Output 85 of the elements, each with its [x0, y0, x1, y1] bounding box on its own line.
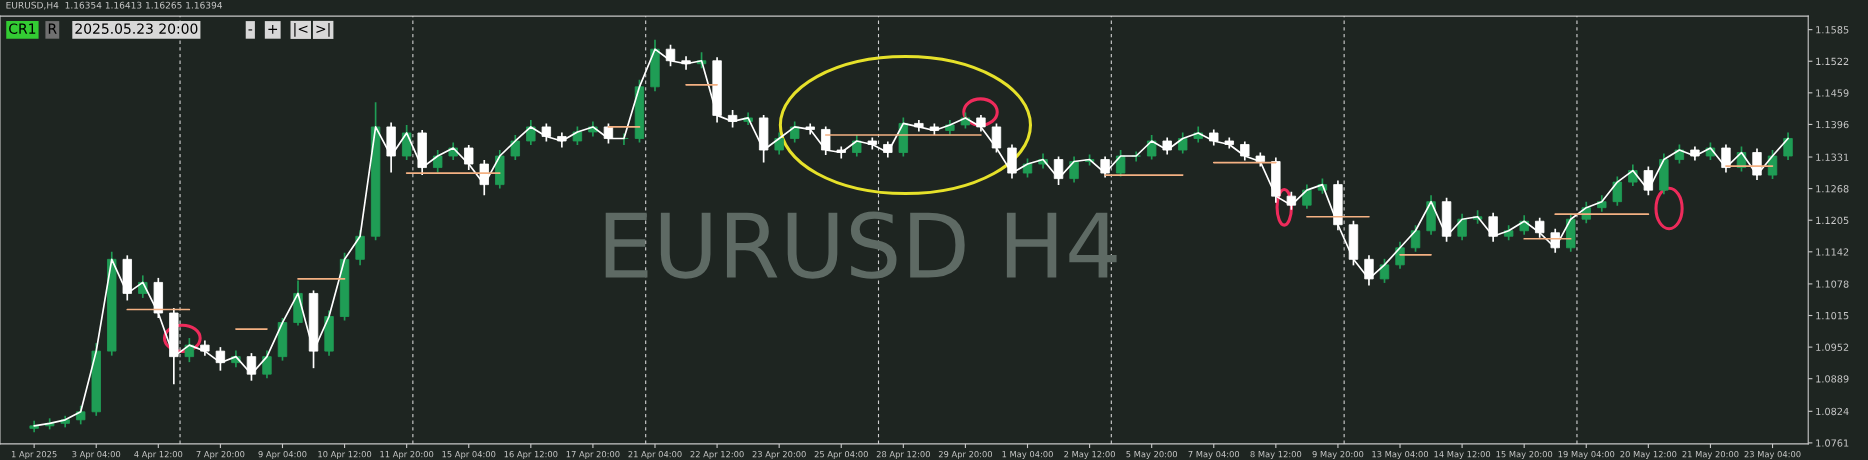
x-tick-label: 9 Apr 04:00 — [258, 450, 307, 459]
candlestick — [1302, 183, 1312, 210]
x-tick-label: 2 May 12:00 — [1064, 450, 1115, 459]
candlestick — [1100, 155, 1110, 179]
x-tick-label: 29 Apr 20:00 — [938, 450, 993, 459]
candlestick — [1115, 149, 1126, 178]
y-tick-label: 1.1585 — [1816, 26, 1849, 34]
x-tick-label: 8 May 12:00 — [1250, 450, 1302, 459]
candlestick — [1721, 143, 1731, 174]
x-tick-label: 21 Apr 04:00 — [628, 450, 682, 459]
candlestick — [215, 346, 226, 372]
candlestick — [1178, 131, 1188, 155]
candlestick — [1535, 216, 1545, 239]
candlestick — [572, 125, 583, 146]
candlestick — [262, 349, 272, 380]
x-tick-label: 23 May 04:00 — [1744, 450, 1801, 459]
candlestick — [991, 122, 1002, 154]
y-tick-label: 1.1078 — [1816, 280, 1849, 288]
candlestick — [790, 120, 800, 144]
x-tick-label: 7 Apr 20:00 — [196, 450, 245, 459]
annotation: 2025.05.23 20:00 — [75, 23, 198, 34]
text: EURUSD,H4 1.16354 1.16413 1.16265 1.16394 — [6, 1, 223, 10]
x-tick-label: 15 Apr 04:00 — [442, 450, 496, 459]
candlestick — [1240, 140, 1250, 162]
y-tick-label: 1.1205 — [1816, 216, 1849, 225]
x-tick-label: 7 May 04:00 — [1188, 450, 1240, 459]
x-tick-label: 23 Apr 20:00 — [752, 450, 806, 459]
y-tick-label: 1.1015 — [1816, 311, 1849, 320]
y-tick-label: 1.1396 — [1816, 120, 1849, 129]
y-tick-label: 1.1331 — [1816, 153, 1849, 161]
candlestick — [1286, 190, 1297, 211]
candlestick — [852, 134, 862, 158]
x-tick-label: 21 May 20:00 — [1682, 450, 1739, 459]
candlestick — [1783, 131, 1793, 161]
x-tick-label: 9 May 20:00 — [1312, 450, 1364, 459]
x-tick-label: 20 May 12:00 — [1620, 450, 1677, 459]
y-tick-label: 1.0952 — [1816, 343, 1849, 351]
annotation: R — [48, 23, 57, 34]
x-tick-label: 11 Apr 20:00 — [380, 450, 434, 459]
y-tick-label: 1.0824 — [1816, 407, 1849, 416]
y-tick-label: 1.1142 — [1816, 248, 1849, 256]
x-tick-label: 1 May 04:00 — [1002, 450, 1053, 459]
x-tick-label: 19 May 04:00 — [1558, 450, 1615, 459]
candlestick — [1069, 155, 1079, 184]
y-tick-label: 1.1522 — [1816, 57, 1849, 66]
x-tick-label: 14 May 12:00 — [1434, 450, 1491, 459]
candlestick — [464, 144, 474, 171]
candlestick — [1364, 254, 1374, 287]
x-tick-label: 16 Apr 12:00 — [504, 450, 558, 459]
x-tick-label: 1 Apr 2025 — [11, 450, 57, 459]
y-tick-label: 1.1268 — [1816, 185, 1849, 193]
candlestick — [433, 149, 443, 174]
annotation: CR1 — [9, 23, 36, 34]
x-tick-label: 3 Apr 04:00 — [72, 450, 121, 459]
y-tick-label: 1.0761 — [1816, 439, 1849, 447]
x-tick-label: 13 May 04:00 — [1372, 450, 1429, 459]
candlestick — [1379, 258, 1390, 284]
annotation: EURUSD H4 — [605, 211, 1117, 279]
annotation: |< — [294, 22, 308, 37]
annotation: - — [248, 29, 253, 31]
candlestick — [1488, 211, 1498, 243]
x-tick-label: 22 Apr 12:00 — [690, 450, 744, 459]
candlestick — [1457, 212, 1467, 242]
y-tick-label: 1.1459 — [1816, 89, 1849, 97]
candlestick — [821, 125, 831, 156]
candlestick — [510, 134, 520, 161]
x-tick-label: 28 Apr 12:00 — [876, 450, 930, 459]
annotation: >| — [316, 22, 330, 37]
x-tick-label: 5 May 20:00 — [1126, 450, 1178, 459]
candlestick — [355, 229, 365, 267]
x-tick-label: 25 Apr 04:00 — [814, 450, 868, 459]
candlestick — [526, 119, 536, 146]
x-tick-label: 4 Apr 12:00 — [134, 450, 183, 459]
candlestick — [1022, 157, 1033, 179]
candlestick — [1612, 175, 1622, 207]
candlestick — [541, 122, 552, 143]
x-tick-label: 17 Apr 20:00 — [566, 450, 620, 459]
candlestick — [1643, 165, 1654, 196]
candlestick — [1146, 134, 1157, 161]
x-tick-label: 10 Apr 12:00 — [318, 450, 372, 459]
x-tick-label: 15 May 20:00 — [1496, 450, 1553, 459]
candlestick — [1410, 224, 1421, 253]
candlestick — [774, 131, 784, 156]
annotation: + — [268, 25, 278, 34]
y-tick-label: 1.0889 — [1816, 375, 1849, 383]
